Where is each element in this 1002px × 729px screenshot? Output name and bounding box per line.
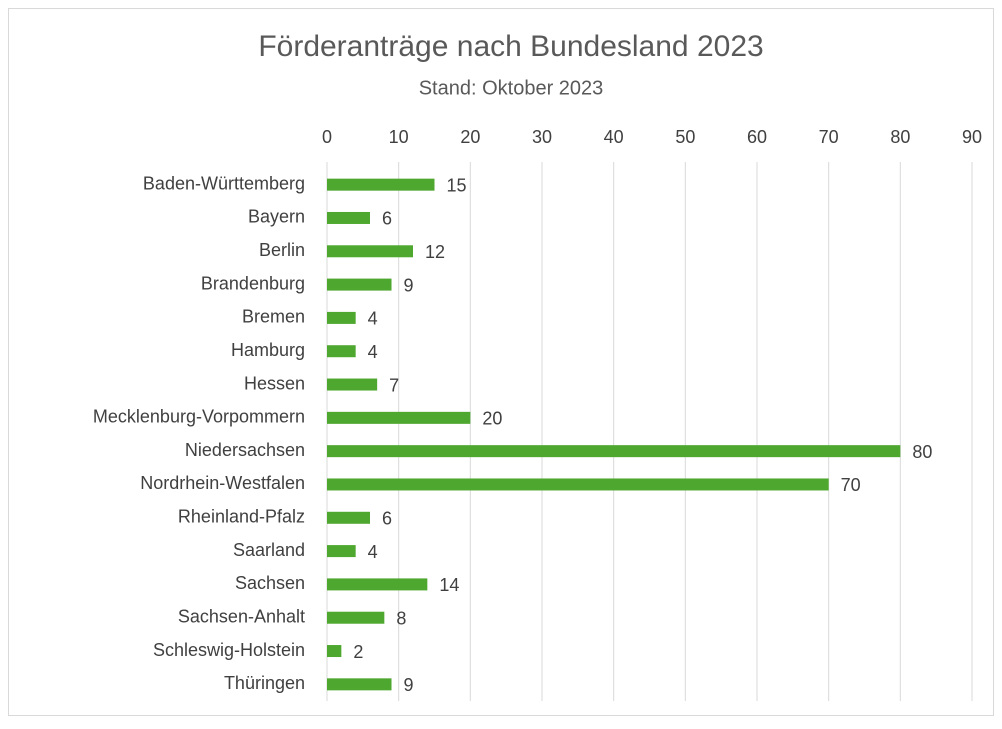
- value-label: 4: [368, 309, 378, 329]
- bar: [327, 311, 356, 324]
- y-tick-label: Schleswig-Holstein: [153, 640, 305, 660]
- value-label: 70: [841, 475, 861, 495]
- value-label: 80: [912, 442, 932, 462]
- value-label: 14: [439, 575, 459, 595]
- y-tick-label: Hamburg: [231, 340, 305, 360]
- y-tick-label: Berlin: [259, 240, 305, 260]
- x-tick-label: 70: [819, 127, 839, 147]
- x-tick-label: 60: [747, 127, 767, 147]
- value-label: 15: [447, 175, 467, 195]
- y-tick-label: Sachsen: [235, 573, 305, 593]
- y-tick-label: Brandenburg: [201, 273, 305, 293]
- bar: [327, 611, 385, 624]
- bar: [327, 411, 471, 424]
- value-label: 4: [368, 542, 378, 562]
- bar: [327, 645, 342, 658]
- y-tick-label: Hessen: [244, 373, 305, 393]
- bar: [327, 445, 901, 458]
- value-label: 7: [389, 375, 399, 395]
- bar: [327, 478, 829, 491]
- bar: [327, 245, 413, 258]
- bar: [327, 178, 435, 191]
- bar: [327, 211, 370, 224]
- bar: [327, 545, 356, 558]
- y-tick-label: Nordrhein-Westfalen: [140, 473, 305, 493]
- value-label: 8: [396, 608, 406, 628]
- bar: [327, 578, 428, 591]
- bar: [327, 678, 392, 691]
- x-tick-label: 0: [322, 127, 332, 147]
- value-label: 4: [368, 342, 378, 362]
- y-tick-label: Bremen: [242, 307, 305, 327]
- value-label: 6: [382, 509, 392, 529]
- x-tick-label: 10: [389, 127, 409, 147]
- value-label: 12: [425, 242, 445, 262]
- x-tick-label: 20: [460, 127, 480, 147]
- value-label: 20: [482, 409, 502, 429]
- y-tick-label: Niedersachsen: [185, 440, 305, 460]
- chart-title: Förderanträge nach Bundesland 2023: [258, 30, 763, 63]
- y-tick-label: Mecklenburg-Vorpommern: [93, 407, 305, 427]
- x-tick-label: 80: [890, 127, 910, 147]
- bar: [327, 278, 392, 291]
- bar: [327, 511, 370, 524]
- value-label: 9: [404, 675, 414, 695]
- y-tick-label: Bayern: [248, 207, 305, 227]
- y-tick-label: Saarland: [233, 540, 305, 560]
- value-label: 2: [353, 642, 363, 662]
- value-label: 9: [404, 275, 414, 295]
- value-label: 6: [382, 209, 392, 229]
- y-tick-label: Baden-Württemberg: [143, 173, 305, 193]
- bar: [327, 378, 378, 391]
- chart-subtitle: Stand: Oktober 2023: [419, 77, 604, 99]
- y-tick-label: Thüringen: [224, 673, 305, 693]
- x-tick-label: 90: [962, 127, 982, 147]
- y-tick-label: Rheinland-Pfalz: [178, 507, 305, 527]
- y-tick-label: Sachsen-Anhalt: [178, 606, 305, 626]
- chart-border: [8, 8, 994, 716]
- x-tick-label: 50: [675, 127, 695, 147]
- x-tick-label: 40: [604, 127, 624, 147]
- x-tick-label: 30: [532, 127, 552, 147]
- bar: [327, 345, 356, 358]
